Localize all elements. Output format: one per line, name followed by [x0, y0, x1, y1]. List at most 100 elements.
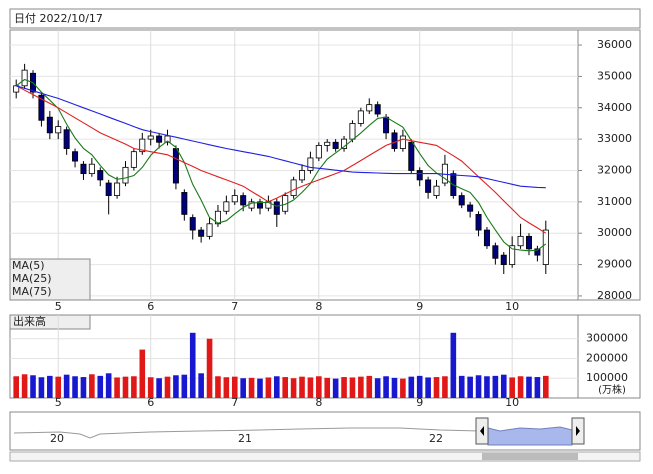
volume-bar	[374, 378, 381, 398]
volume-bar	[240, 378, 246, 398]
candle-body	[341, 138, 348, 149]
scrollbar	[9, 451, 641, 462]
candle-body	[324, 141, 331, 146]
y-tick-label: 29000	[597, 258, 632, 271]
x-tick-label: 6	[147, 396, 154, 409]
handle-arrow	[576, 426, 580, 436]
volume-bar	[164, 376, 171, 398]
candle-body	[467, 204, 474, 212]
volume-bar	[189, 332, 196, 398]
volume-bar	[307, 377, 314, 398]
y-tick-label: 34000	[597, 101, 632, 114]
volume-bar	[517, 376, 524, 398]
candle-body	[517, 235, 524, 247]
volume-bar	[332, 378, 339, 398]
legend-box	[9, 258, 91, 301]
volume-bar	[290, 378, 297, 398]
volume-bar	[105, 373, 112, 398]
volume-bar	[316, 376, 322, 398]
y-tick-label: 30000	[597, 226, 632, 239]
volume-bar	[114, 377, 120, 398]
candle-body	[46, 116, 53, 134]
volume-bar	[442, 376, 448, 398]
candle-body	[206, 223, 213, 237]
volume-bar	[282, 377, 289, 398]
volume-bar	[265, 377, 272, 398]
volume-bar	[89, 374, 95, 398]
candle-body	[105, 182, 112, 196]
candle-body	[172, 148, 179, 184]
volume-label-box	[9, 314, 91, 330]
candle-body	[416, 170, 423, 181]
candle-body	[458, 195, 465, 206]
candle-body	[198, 229, 205, 237]
x-tick-label: 10	[505, 300, 519, 313]
candle-body	[181, 192, 188, 215]
volume-unit: (万株)	[598, 383, 626, 396]
volume-bar	[156, 378, 162, 398]
scroll-thumb[interactable]	[482, 453, 578, 460]
navigator-label: 22	[429, 432, 443, 445]
candle-body	[290, 179, 297, 196]
legend-entry: MA(5)	[12, 259, 45, 272]
volume-bar	[206, 338, 213, 398]
candle-body	[408, 141, 415, 171]
volume-bar	[492, 375, 499, 398]
volume-bar	[231, 376, 238, 398]
x-tick-label: 8	[315, 396, 322, 409]
x-tick-label: 7	[231, 396, 238, 409]
volume-bar	[257, 378, 263, 398]
candle-body	[147, 135, 154, 140]
volume-bar	[366, 375, 373, 398]
candle-body	[256, 201, 263, 209]
volume-bar	[299, 376, 305, 398]
legend-entry: MA(75)	[12, 285, 52, 298]
x-tick-label: 9	[416, 396, 423, 409]
candle-body	[72, 151, 79, 162]
candle-body	[139, 138, 146, 153]
y-tick-label: 33000	[597, 132, 632, 145]
volume-bar	[484, 376, 490, 398]
x-tick-label: 7	[231, 300, 238, 313]
candle-body	[509, 245, 516, 265]
volume-bar	[147, 377, 154, 398]
volume-bar	[542, 375, 549, 398]
volume-bar	[324, 377, 331, 398]
navigator-label: 21	[238, 432, 252, 445]
volume-bar	[215, 376, 221, 398]
volume-label: 出来高	[13, 314, 46, 328]
volume-bar	[475, 375, 482, 398]
volume-bar	[509, 377, 515, 398]
candle-body	[391, 132, 398, 149]
volume-bar	[416, 375, 423, 398]
volume-bar	[13, 376, 20, 398]
volume-bar	[248, 377, 255, 398]
volume-bar	[181, 374, 188, 398]
ma-line	[15, 78, 547, 252]
volume-bar	[131, 376, 137, 398]
volume-bar	[47, 375, 53, 398]
candle-body	[425, 179, 432, 193]
candle-body	[231, 195, 238, 203]
volume-bar	[450, 332, 457, 398]
volume-bar	[30, 375, 36, 398]
candle-body	[130, 151, 137, 168]
candle-body	[97, 170, 104, 181]
volume-bar	[173, 375, 179, 398]
volume-bar	[21, 374, 28, 398]
candle-body	[299, 170, 306, 181]
navigator-label: 20	[50, 432, 64, 445]
volume-bar	[97, 375, 104, 398]
y-tick-label: 36000	[597, 38, 632, 51]
candle-body	[542, 229, 549, 265]
volume-bar	[408, 376, 415, 398]
candle-body	[307, 157, 314, 171]
volume-bar	[63, 374, 70, 398]
volume-bar	[534, 377, 541, 398]
header-box	[9, 8, 641, 29]
candle-body	[534, 248, 541, 256]
candle-body	[374, 104, 381, 115]
candle-body	[349, 123, 356, 140]
volume-bar	[500, 374, 507, 398]
volume-bar	[80, 377, 87, 398]
